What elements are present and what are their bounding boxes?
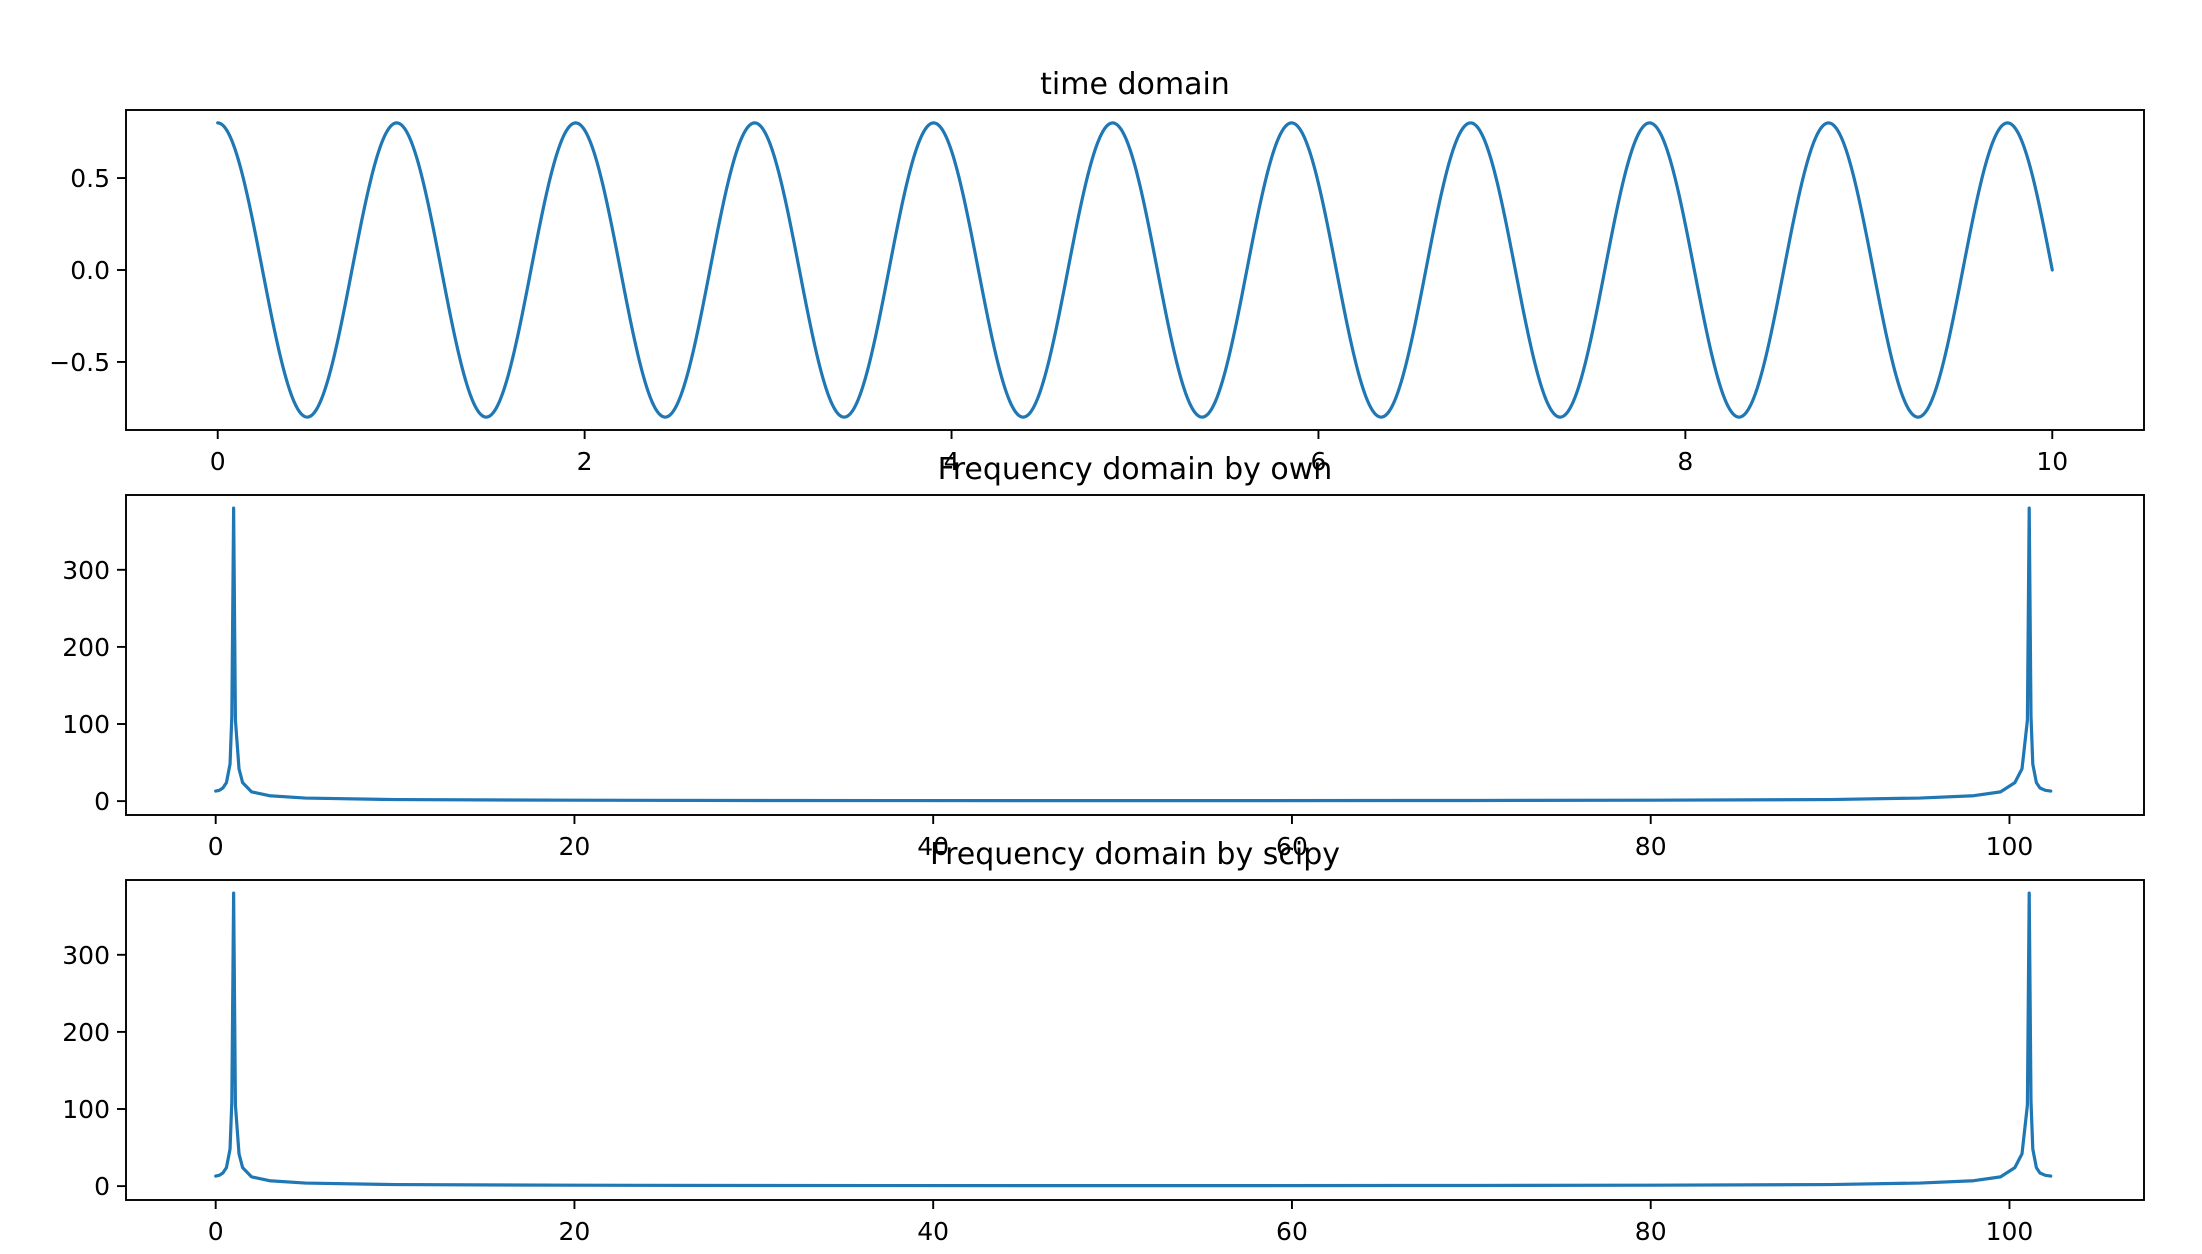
subplot-time-domain: time domain 0 2 4 6 8 10 −0.5 0.0 0.5 [49,67,2145,476]
y-tick-label: 300 [62,556,110,585]
y-tick-label: −0.5 [49,348,110,377]
x-tick-label: 40 [917,1217,949,1246]
subplot-frequency-domain-scipy: Frequency domain by scipy 0 20 40 60 80 100 0… [62,837,2145,1246]
y-axis-ticks: 0 100 200 300 [62,941,126,1201]
x-axis-ticks: 0 2 4 6 8 10 [210,430,2068,476]
x-tick-label: 0 [208,1217,224,1246]
x-tick-label: 2 [577,447,593,476]
y-tick-label: 0 [94,1172,110,1201]
x-axis-ticks: 0 20 40 60 80 100 [208,815,2034,861]
y-tick-label: 200 [62,633,110,662]
y-tick-label: 300 [62,941,110,970]
x-tick-label: 0 [208,832,224,861]
y-tick-label: 100 [62,710,110,739]
x-tick-label: 20 [559,832,591,861]
x-tick-label: 10 [2036,447,2068,476]
y-tick-label: 0 [94,787,110,816]
x-tick-label: 80 [1635,832,1667,861]
y-tick-label: 0.5 [70,164,110,193]
axes-frame [125,109,2145,431]
x-tick-label: 6 [1311,447,1327,476]
y-tick-label: 200 [62,1018,110,1047]
series-line [214,891,2053,1188]
x-tick-label: 100 [1986,1217,2034,1246]
subplot-title: Frequency domain by own [938,452,1333,487]
axes-frame [125,494,2145,816]
y-tick-label: 100 [62,1095,110,1124]
subplot-frequency-domain-own: Frequency domain by own 0 20 40 60 80 100 0 10… [62,452,2145,861]
x-tick-label: 0 [210,447,226,476]
y-axis-ticks: −0.5 0.0 0.5 [49,164,126,377]
series-line [214,506,2053,803]
x-tick-label: 4 [944,447,960,476]
y-axis-ticks: 0 100 200 300 [62,556,126,816]
x-tick-label: 80 [1635,1217,1667,1246]
x-tick-label: 60 [1276,1217,1308,1246]
series-line [216,121,2054,419]
x-tick-label: 40 [917,832,949,861]
y-tick-label: 0.0 [70,256,110,285]
x-tick-label: 100 [1986,832,2034,861]
x-tick-label: 60 [1276,832,1308,861]
subplot-title: time domain [1040,67,1230,102]
x-tick-label: 20 [559,1217,591,1246]
subplot-title: Frequency domain by scipy [930,837,1340,872]
x-axis-ticks: 0 20 40 60 80 100 [208,1200,2034,1246]
axes-frame [125,879,2145,1201]
x-tick-label: 8 [1677,447,1693,476]
